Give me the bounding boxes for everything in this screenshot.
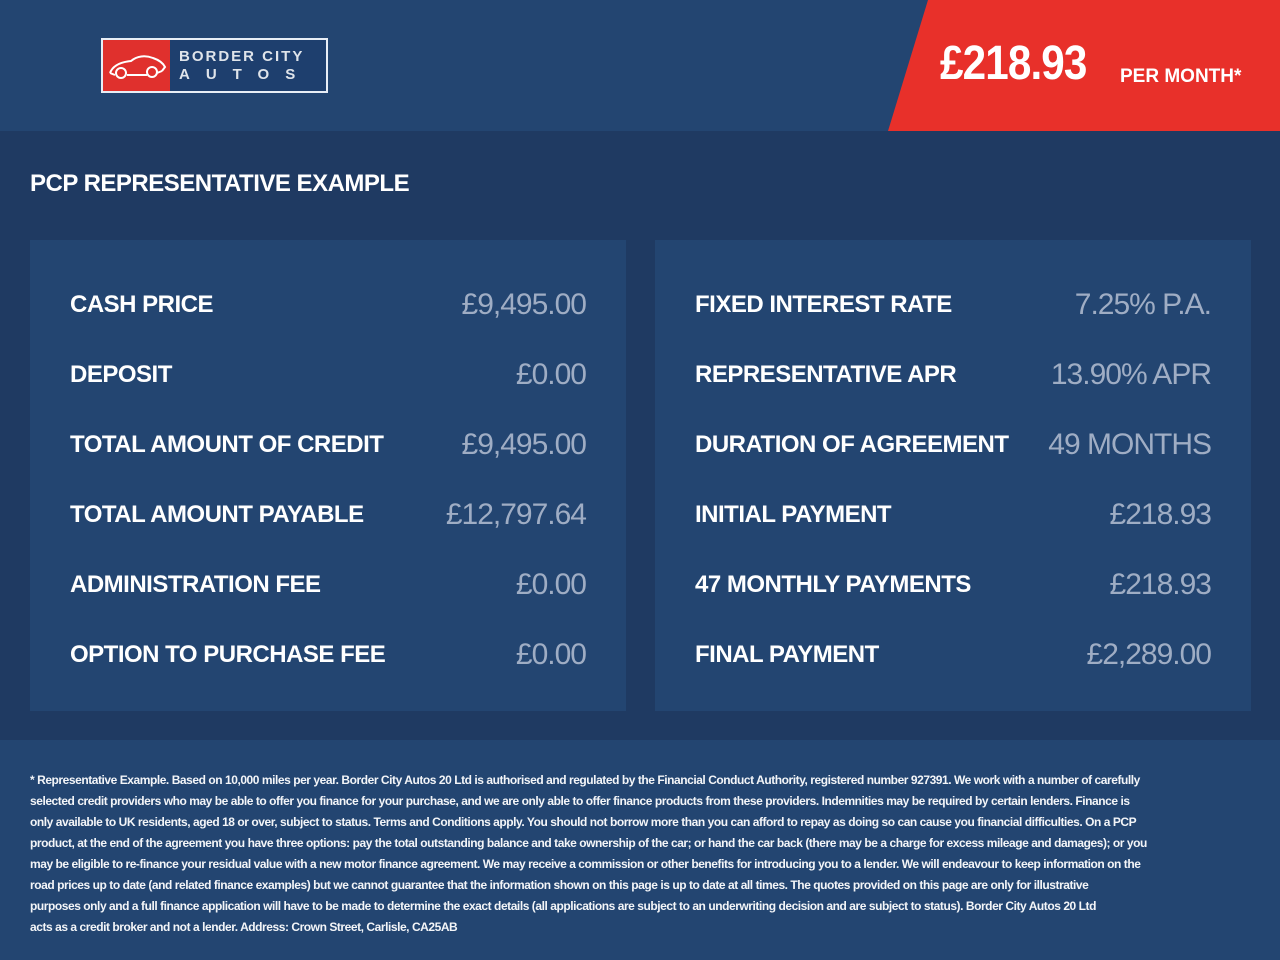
row-value: £218.93 xyxy=(1109,498,1212,531)
row-label: 47 MONTHLY PAYMENTS xyxy=(695,571,971,598)
row-label: TOTAL AMOUNT PAYABLE xyxy=(70,501,364,528)
row-value: £9,495.00 xyxy=(461,288,587,321)
row-value: £12,797.64 xyxy=(445,498,587,531)
finance-row: FIXED INTEREST RATE 7.25% P.A. xyxy=(695,270,1212,340)
monthly-price: £218.93 xyxy=(940,37,1087,90)
row-label: CASH PRICE xyxy=(70,291,214,318)
finance-row: ADMINISTRATION FEE £0.00 xyxy=(70,550,587,620)
brand-logo[interactable]: BORDER CITY AUTOS xyxy=(101,38,328,93)
row-value: £0.00 xyxy=(515,358,587,391)
row-value: 7.25% P.A. xyxy=(1074,288,1212,321)
disclaimer-line: purposes only and a full finance applica… xyxy=(30,899,1096,913)
brand-name-line1: BORDER CITY xyxy=(179,47,305,65)
disclaimer-line: road prices up to date (and related fina… xyxy=(30,878,1089,892)
monthly-price-banner xyxy=(888,0,1280,131)
finance-row: INITIAL PAYMENT £218.93 xyxy=(695,480,1212,550)
disclaimer-line: may be eligible to re-finance your resid… xyxy=(30,857,1141,871)
row-label: OPTION TO PURCHASE FEE xyxy=(70,641,386,668)
row-value: £2,289.00 xyxy=(1086,638,1212,671)
row-label: DEPOSIT xyxy=(70,361,172,388)
disclaimer: * Representative Example. Based on 10,00… xyxy=(0,740,1280,960)
section-title: PCP REPRESENTATIVE EXAMPLE xyxy=(30,170,410,197)
finance-row: REPRESENTATIVE APR 13.90% APR xyxy=(695,340,1212,410)
row-value: £0.00 xyxy=(515,568,587,601)
header: BORDER CITY AUTOS £218.93 PER MONTH* xyxy=(0,0,1280,131)
row-label: FINAL PAYMENT xyxy=(695,641,879,668)
finance-row: OPTION TO PURCHASE FEE £0.00 xyxy=(70,620,587,690)
row-value: £0.00 xyxy=(515,638,587,671)
row-label: INITIAL PAYMENT xyxy=(695,501,892,528)
finance-row: CASH PRICE £9,495.00 xyxy=(70,270,587,340)
row-label: REPRESENTATIVE APR xyxy=(695,361,957,388)
finance-row: TOTAL AMOUNT PAYABLE £12,797.64 xyxy=(70,480,587,550)
finance-row: TOTAL AMOUNT OF CREDIT £9,495.00 xyxy=(70,410,587,480)
finance-row: FINAL PAYMENT £2,289.00 xyxy=(695,620,1212,690)
row-label: ADMINISTRATION FEE xyxy=(70,571,321,598)
finance-row: 47 MONTHLY PAYMENTS £218.93 xyxy=(695,550,1212,620)
row-value: £218.93 xyxy=(1109,568,1212,601)
brand-name-line2: AUTOS xyxy=(179,65,312,83)
finance-panel-left: CASH PRICE £9,495.00 DEPOSIT £0.00 TOTAL A… xyxy=(30,240,626,711)
row-label: TOTAL AMOUNT OF CREDIT xyxy=(70,431,384,458)
row-value: £9,495.00 xyxy=(461,428,587,461)
disclaimer-line: product, at the end of the agreement you… xyxy=(30,836,1147,850)
row-value: 49 MONTHS xyxy=(1048,428,1212,461)
disclaimer-line: only available to UK residents, aged 18 … xyxy=(30,815,1137,829)
disclaimer-line: acts as a credit broker and not a lender… xyxy=(30,920,458,934)
row-value: 13.90% APR xyxy=(1050,358,1212,391)
finance-panel-right: FIXED INTEREST RATE 7.25% P.A. REPRESENTA… xyxy=(655,240,1251,711)
disclaimer-line: * Representative Example. Based on 10,00… xyxy=(30,773,1140,787)
row-label: FIXED INTEREST RATE xyxy=(695,291,952,318)
row-label: DURATION OF AGREEMENT xyxy=(695,431,1009,458)
car-icon xyxy=(103,40,170,91)
finance-row: DURATION OF AGREEMENT 49 MONTHS xyxy=(695,410,1212,480)
disclaimer-line: selected credit providers who may be abl… xyxy=(30,794,1130,808)
per-month-label: PER MONTH* xyxy=(1120,66,1242,87)
finance-row: DEPOSIT £0.00 xyxy=(70,340,587,410)
